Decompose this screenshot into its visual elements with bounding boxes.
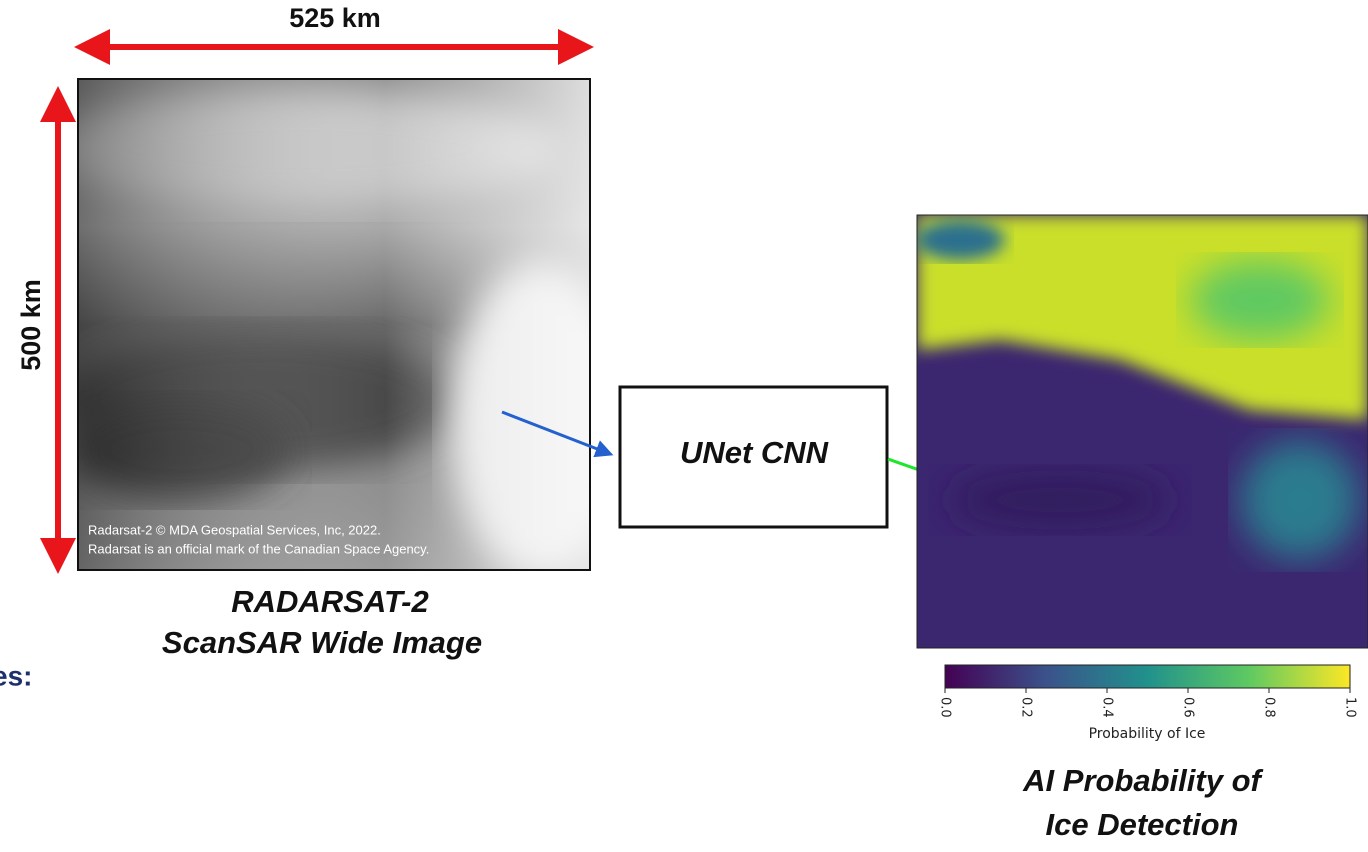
output-caption: Ice Detection (1046, 807, 1239, 842)
height-label: 500 km (16, 279, 46, 371)
credit-line: Radarsat is an official mark of the Cana… (88, 541, 429, 556)
colorbar-tick-label: 0.6 (1181, 697, 1196, 718)
sar-image (40, 79, 630, 580)
colorbar-tick-label: 0.2 (1019, 697, 1034, 718)
sar-caption: RADARSAT-2 (231, 584, 429, 619)
page: 525 km 500 km Radarsat-2 © MDA Geospatia… (0, 0, 1368, 847)
probability-image (915, 215, 1368, 648)
diagram: 525 km 500 km Radarsat-2 © MDA Geospatia… (0, 0, 1368, 847)
colorbar-ticks: 0.0 0.2 0.4 0.6 0.8 1.0 (938, 688, 1358, 718)
colorbar-tick-label: 0.4 (1100, 697, 1115, 718)
width-label: 525 km (289, 3, 381, 33)
colorbar-tick-label: 0.8 (1262, 697, 1277, 718)
output-caption: AI Probability of (1022, 763, 1263, 798)
model-label: UNet CNN (680, 435, 829, 470)
side-text: es: (0, 660, 32, 691)
colorbar-label: Probability of Ice (1089, 726, 1206, 742)
sar-caption: ScanSAR Wide Image (162, 625, 482, 660)
colorbar-tick-label: 1.0 (1343, 697, 1358, 718)
colorbar-tick-label: 0.0 (938, 697, 953, 718)
credit-line: Radarsat-2 © MDA Geospatial Services, In… (88, 522, 381, 537)
colorbar (945, 665, 1350, 688)
